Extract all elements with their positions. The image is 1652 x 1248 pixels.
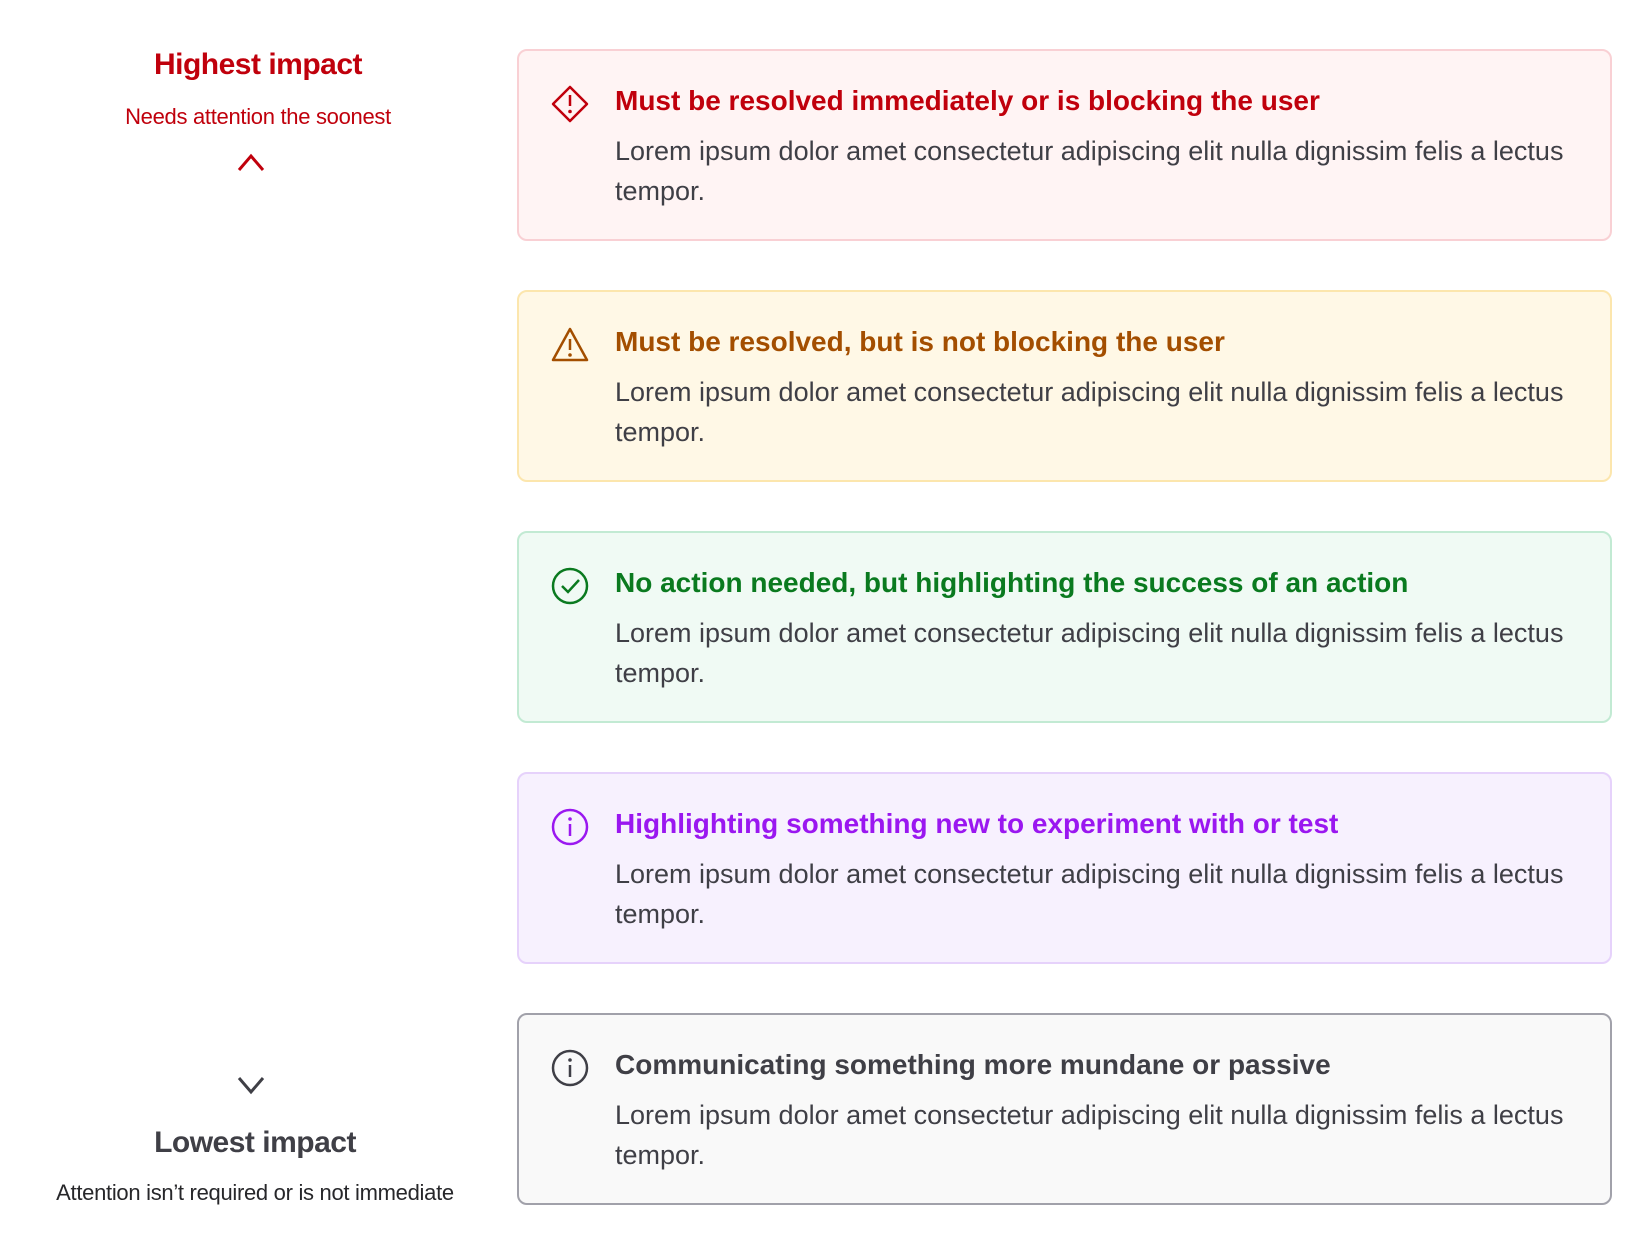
alert-title: Communicating something more mundane or … [615,1049,1331,1080]
alert-card-success: No action needed, but highlighting the s… [517,531,1612,723]
alert-card-neutral: Communicating something more mundane or … [517,1013,1612,1205]
lowest-impact-sublabel: Attention isn’t required or is not immed… [56,1180,454,1205]
alert-card-critical: Must be resolved immediately or is block… [517,49,1612,241]
alert-title: Highlighting something new to experiment… [615,808,1339,839]
alert-title: Must be resolved immediately or is block… [615,85,1320,116]
alert-body: Lorem ipsum dolor amet consectetur adipi… [615,618,1564,688]
alert-body: Lorem ipsum dolor amet consectetur adipi… [615,136,1564,206]
diamond-exclamation-icon [551,85,589,123]
alert-card-warning: Must be resolved, but is not blocking th… [517,290,1612,482]
check-circle-icon [551,567,589,605]
impact-scale-arrow [237,153,265,1095]
lowest-impact-label: Lowest impact [154,1126,356,1159]
highest-impact-label: Highest impact [153,48,363,81]
warning-triangle-icon [551,326,589,364]
alert-body: Lorem ipsum dolor amet consectetur adipi… [615,377,1564,447]
alert-title: No action needed, but highlighting the s… [615,567,1409,598]
alert-body: Lorem ipsum dolor amet consectetur adipi… [615,859,1564,929]
alert-card-new: Highlighting something new to experiment… [517,772,1612,964]
highest-impact-sublabel: Needs attention the soonest [125,104,391,129]
info-circle-icon [551,808,589,846]
alert-body: Lorem ipsum dolor amet consectetur adipi… [615,1100,1564,1170]
info-circle-icon [551,1049,589,1087]
alert-title: Must be resolved, but is not blocking th… [615,326,1225,357]
